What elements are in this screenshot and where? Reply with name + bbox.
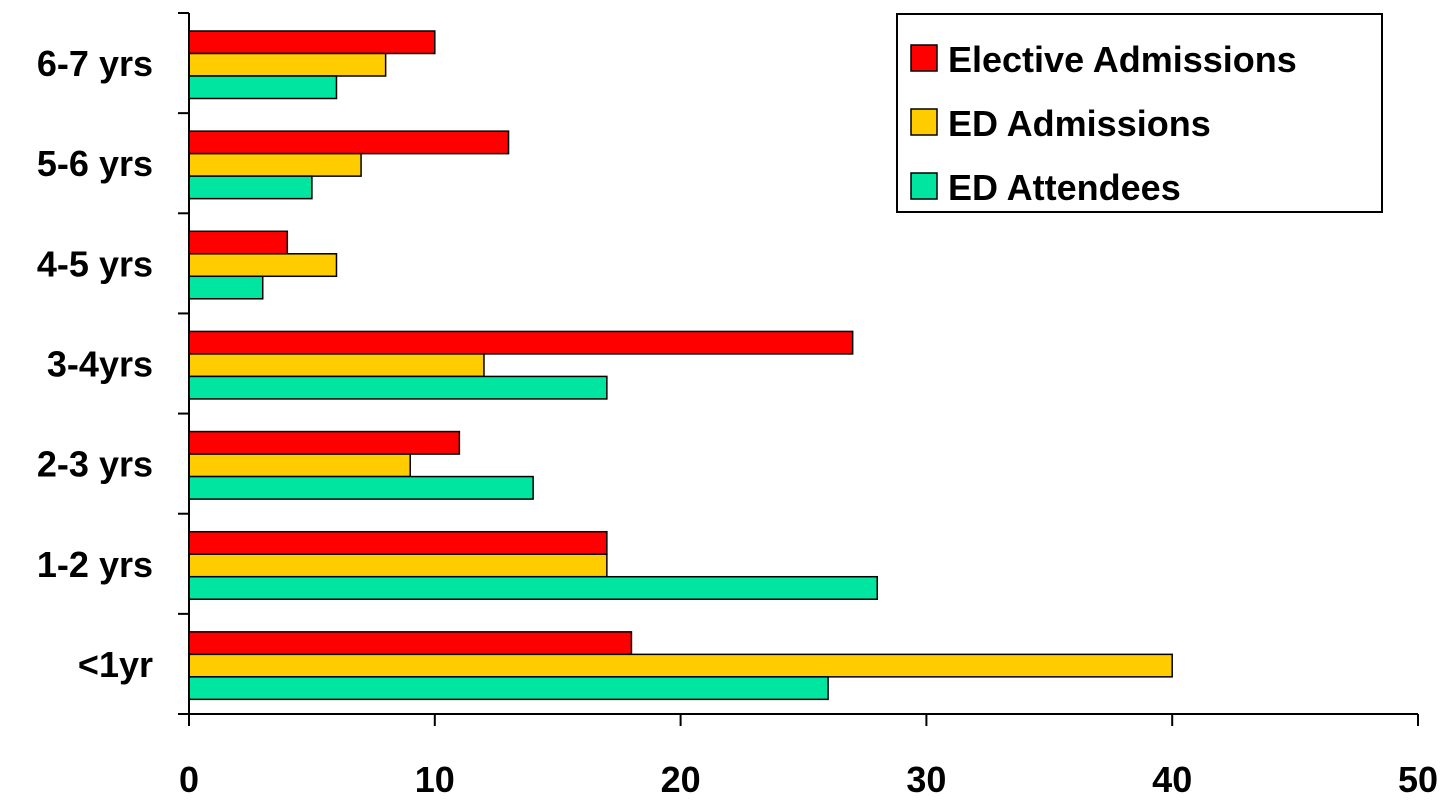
bar-elective-admissions-1 (188, 530, 608, 555)
x-tick-label: 0 (179, 759, 199, 800)
bar-ed-admissions-1 (188, 553, 608, 578)
bar-ed-admissions-5 (188, 152, 362, 177)
y-tick-label: 3-4yrs (47, 344, 153, 385)
x-tick-label: 20 (661, 759, 701, 800)
bar-ed-admissions-0 (188, 653, 1173, 678)
bar-ed-admissions-4 (188, 253, 338, 278)
bar-ed-admissions-3 (188, 353, 485, 378)
bar-elective-admissions-6 (188, 30, 436, 55)
x-tick-label: 40 (1152, 759, 1192, 800)
bar-ed-attendees-4 (188, 275, 264, 300)
bar-elective-admissions-0 (188, 631, 633, 656)
bar-ed-admissions-2 (188, 453, 411, 478)
legend-label: ED Admissions (948, 103, 1211, 144)
bar-ed-attendees-0 (188, 676, 829, 701)
x-tick-label: 30 (906, 759, 946, 800)
y-tick-label: 1-2 yrs (37, 544, 153, 585)
legend-box (896, 13, 1383, 213)
legend-swatch (910, 172, 938, 200)
x-tick-label: 10 (415, 759, 455, 800)
legend-swatch (910, 44, 938, 72)
bar-ed-attendees-1 (188, 575, 878, 600)
y-tick-label: 6-7 yrs (37, 43, 153, 84)
legend: Elective Admissions ED Admissions ED Atten… (896, 13, 1383, 213)
y-tick-label: 2-3 yrs (37, 444, 153, 485)
bar-elective-admissions-2 (188, 430, 461, 455)
legend-label: ED Attendees (948, 167, 1181, 208)
bar-ed-attendees-3 (188, 375, 608, 400)
y-tick-label: 4-5 yrs (37, 243, 153, 284)
legend-swatch (910, 108, 938, 136)
bar-ed-admissions-6 (188, 52, 387, 77)
bar-elective-admissions-4 (188, 230, 289, 255)
bar-ed-attendees-2 (188, 475, 534, 500)
axes-layer (188, 13, 1418, 715)
ticks-layer: <1yr 1-2 yrs 2-3 yrs 3-4yrs 4-5 yrs 5-6 yrs 6-… (37, 12, 1438, 800)
x-tick-label: 50 (1398, 759, 1438, 800)
bar-elective-admissions-5 (188, 130, 510, 155)
legend-label: Elective Admissions (948, 39, 1297, 80)
bar-ed-attendees-6 (188, 75, 338, 100)
bar-ed-attendees-5 (188, 175, 313, 200)
bar-elective-admissions-3 (188, 330, 854, 355)
y-tick-label: 5-6 yrs (37, 143, 153, 184)
y-tick-label: <1yr (78, 644, 153, 685)
